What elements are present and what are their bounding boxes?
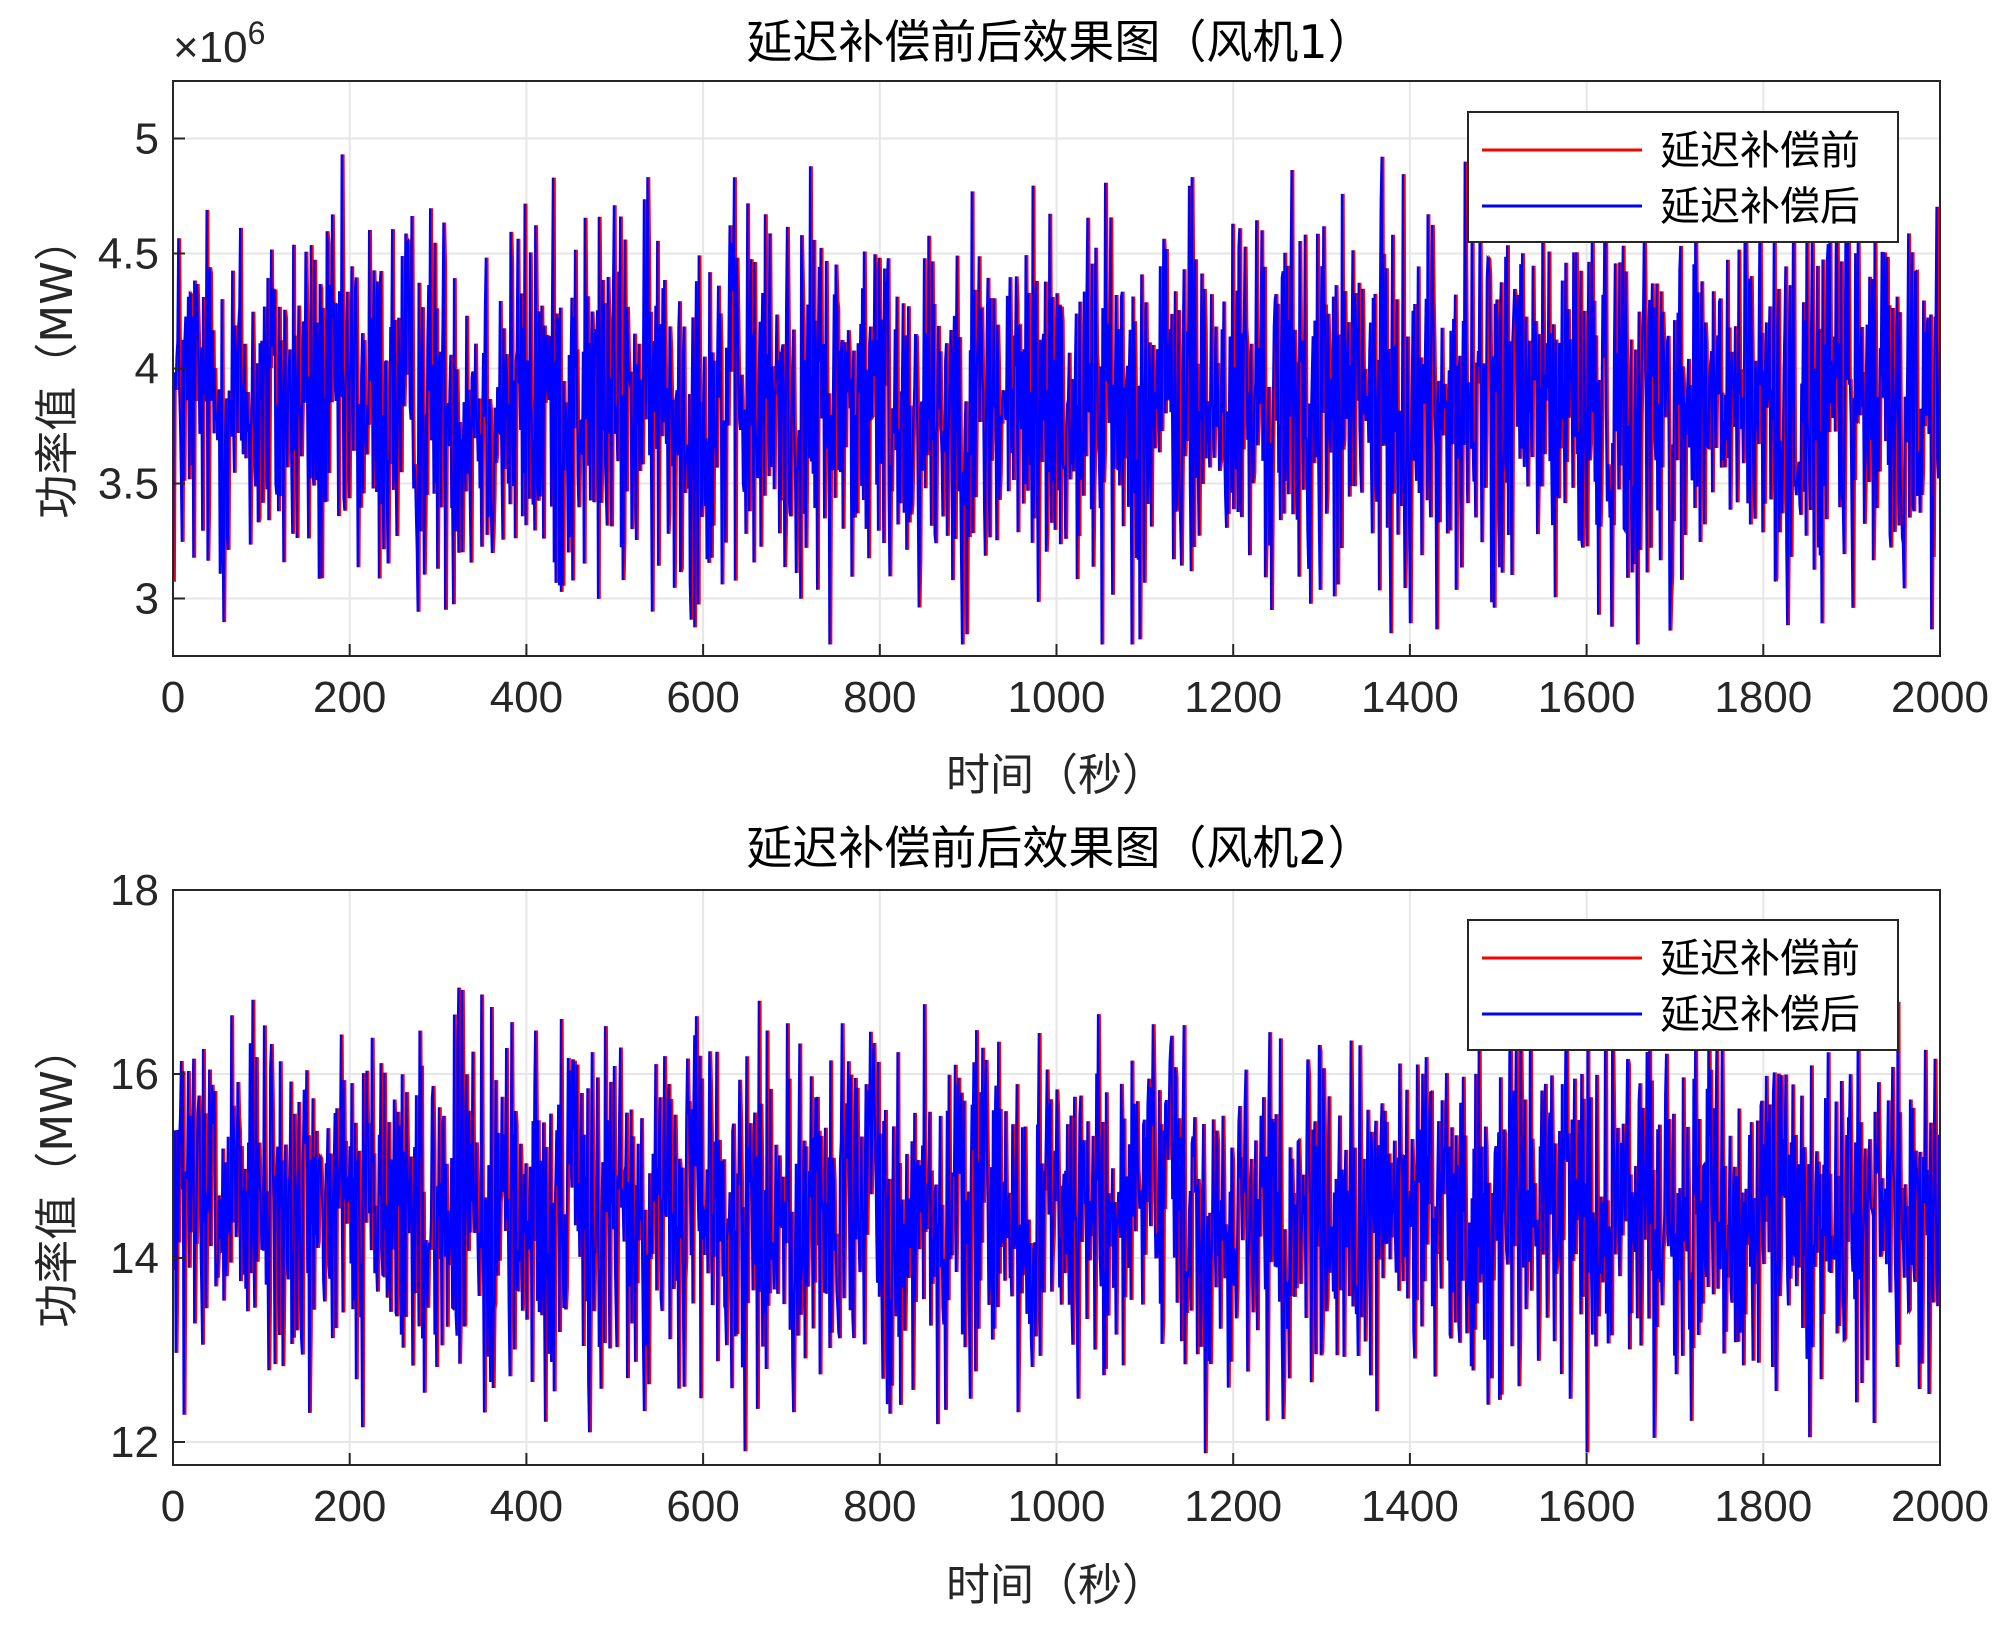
legend-label-after: 延迟补偿后 (1660, 992, 1860, 1038)
y-tick-label: 18 (110, 866, 159, 915)
y-tick-label: 16 (110, 1050, 159, 1099)
legend-label-before: 延迟补偿前 (1660, 936, 1860, 982)
x-tick-label: 1800 (1714, 1482, 1812, 1531)
x-tick-label: 1400 (1361, 673, 1459, 722)
x-tick-label: 800 (843, 1482, 916, 1531)
y-tick-label: 4.5 (98, 230, 159, 279)
x-tick-label: 1400 (1361, 1482, 1459, 1531)
legend-label-after: 延迟补偿后 (1660, 184, 1860, 230)
y-tick-label: 14 (110, 1234, 159, 1283)
legend-label-before: 延迟补偿前 (1660, 128, 1860, 174)
y-tick-label: 4 (135, 345, 159, 394)
chart-panel-1: 延迟补偿前后效果图（风机1） 0 200 400 600 800 1000 1200 1400… (32, 15, 1989, 801)
series-line-after (173, 987, 1940, 1454)
x-tick-label: 400 (490, 1482, 563, 1531)
series-group (173, 987, 1940, 1454)
x-tick-label: 200 (313, 1482, 386, 1531)
x-tick-label: 1200 (1184, 1482, 1282, 1531)
y-axis-label: 功率值（MW） (32, 1026, 83, 1327)
x-tick-label: 0 (161, 673, 185, 722)
x-tick-labels: 0 200 400 600 800 1000 1200 1400 1600 1800 2000 (161, 644, 1989, 722)
y-tick-label: 5 (135, 115, 159, 164)
x-tick-labels: 0 200 400 600 800 1000 1200 1400 1600 1800 2000 (161, 1453, 1989, 1531)
x-tick-label: 200 (313, 673, 386, 722)
x-tick-label: 600 (666, 1482, 739, 1531)
legend-box (1467, 919, 1899, 1051)
y-axis-label: 功率值（MW） (32, 217, 83, 518)
y-tick-label: 12 (110, 1418, 159, 1467)
x-tick-label: 0 (161, 1482, 185, 1531)
legend: 延迟补偿前 延迟补偿后 (1467, 111, 1899, 243)
legend-box (1467, 111, 1899, 243)
x-axis-label: 时间（秒） (946, 1560, 1166, 1611)
x-tick-label: 1200 (1184, 673, 1282, 722)
y-tick-labels: 3 3.5 4 4.5 5 (98, 115, 185, 624)
x-tick-label: 2000 (1891, 1482, 1989, 1531)
x-tick-label: 1600 (1538, 1482, 1636, 1531)
y-exponent-label: ×106 (173, 15, 265, 72)
chart-title: 延迟补偿前后效果图（风机1） (746, 15, 1373, 69)
x-tick-label: 400 (490, 673, 563, 722)
y-tick-label: 3.5 (98, 460, 159, 509)
x-tick-label: 2000 (1891, 673, 1989, 722)
x-tick-label: 1600 (1538, 673, 1636, 722)
x-tick-label: 600 (666, 673, 739, 722)
x-tick-label: 1800 (1714, 673, 1812, 722)
series-line-after (173, 154, 1940, 645)
chart-title: 延迟补偿前后效果图（风机2） (746, 821, 1373, 875)
y-tick-labels: 12 14 16 18 (110, 866, 185, 1467)
x-tick-label: 1000 (1008, 673, 1106, 722)
chart-panel-2: 延迟补偿前后效果图（风机2） 0 200 400 600 800 1000 1200 1400… (32, 821, 1989, 1611)
x-tick-label: 1000 (1008, 1482, 1106, 1531)
legend: 延迟补偿前 延迟补偿后 (1467, 919, 1899, 1051)
series-group (173, 154, 1940, 645)
x-tick-label: 800 (843, 673, 916, 722)
y-tick-label: 3 (135, 575, 159, 624)
x-axis-label: 时间（秒） (946, 750, 1166, 801)
